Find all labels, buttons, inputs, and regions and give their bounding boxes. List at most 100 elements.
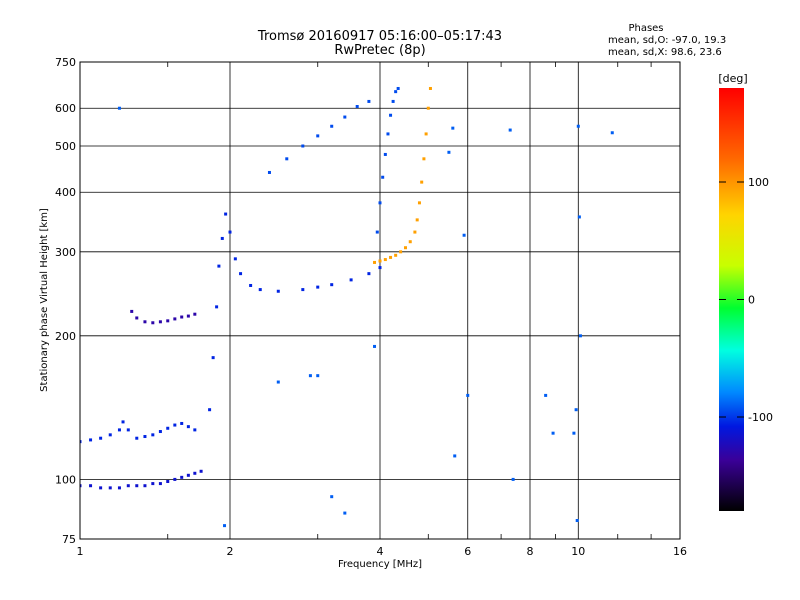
data-point (117, 486, 121, 490)
data-point (408, 240, 412, 244)
data-point (211, 356, 215, 360)
data-point (330, 495, 334, 499)
data-point (99, 436, 103, 440)
x-axis-label: Frequency [MHz] (338, 559, 422, 570)
data-point (108, 433, 112, 437)
plot-grid (80, 62, 680, 539)
data-point (158, 482, 162, 486)
data-point (258, 288, 262, 292)
y-tick-label: 400 (55, 186, 76, 199)
data-point (308, 374, 312, 378)
data-point (381, 175, 385, 179)
data-point (126, 484, 130, 488)
data-point (166, 319, 170, 323)
data-point (135, 436, 139, 440)
data-point (186, 314, 190, 318)
colorbar-tick-label: 100 (748, 176, 769, 189)
data-point (220, 236, 224, 240)
data-point (158, 430, 162, 434)
data-point (578, 334, 582, 338)
data-point (343, 115, 347, 119)
data-point (193, 428, 197, 432)
data-point (375, 230, 379, 234)
data-point (117, 428, 121, 432)
data-point (343, 511, 347, 515)
data-point (180, 475, 184, 479)
data-point (391, 99, 395, 103)
data-point (239, 272, 243, 276)
data-point (330, 124, 334, 128)
data-point (551, 431, 555, 435)
data-point (267, 170, 271, 174)
data-point (575, 519, 579, 523)
data-point (228, 230, 232, 234)
x-tick-label: 10 (571, 545, 585, 558)
colorbar-tick-label: -100 (748, 411, 773, 424)
data-point (466, 393, 470, 397)
stats-x-line: mean, sd,X: 98.6, 23.6 (608, 47, 722, 58)
y-tick-label: 600 (55, 102, 76, 115)
data-point (199, 469, 203, 473)
colorbar-ticks: 100 0 -100 (719, 176, 773, 424)
data-point (386, 132, 390, 136)
data-point (574, 408, 578, 412)
data-point (424, 132, 428, 136)
x-tick-label: 6 (464, 545, 471, 558)
data-point (451, 126, 455, 130)
data-point (378, 266, 382, 270)
data-point (151, 482, 155, 486)
data-point (193, 471, 197, 475)
colorbar-label: [deg] (718, 72, 747, 85)
data-point (403, 246, 407, 250)
data-point (316, 285, 320, 289)
data-point (316, 134, 320, 138)
y-tick-label: 200 (55, 330, 76, 343)
data-point (223, 524, 227, 528)
data-point (135, 316, 139, 320)
stats-header: Phases (628, 23, 663, 34)
y-tick-label: 500 (55, 140, 76, 153)
data-point (130, 309, 134, 313)
x-tick-label: 2 (227, 545, 234, 558)
data-points (80, 86, 614, 528)
data-point (426, 106, 430, 110)
data-point (417, 201, 421, 205)
colorbar-tick-label: 0 (748, 294, 755, 307)
data-point (399, 250, 403, 254)
data-point (508, 128, 512, 132)
data-point (224, 212, 228, 216)
data-point (415, 218, 419, 222)
data-point (462, 233, 466, 237)
data-point (143, 320, 147, 324)
data-point (572, 431, 576, 435)
data-point (276, 289, 280, 293)
data-point (208, 408, 212, 412)
data-point (126, 428, 130, 432)
x-tick-label: 4 (377, 545, 384, 558)
data-point (394, 253, 398, 257)
data-point (301, 144, 305, 148)
data-point (378, 201, 382, 205)
x-tick-label: 8 (527, 545, 534, 558)
data-point (422, 157, 426, 161)
data-point (447, 150, 451, 154)
x-tick-label: 1 (77, 545, 84, 558)
data-point (394, 90, 398, 94)
data-point (367, 272, 371, 276)
data-point (89, 484, 93, 488)
data-point (383, 152, 387, 156)
chart-subtitle: RwPretec (8p) (334, 43, 425, 58)
data-point (151, 321, 155, 325)
data-point (330, 283, 334, 287)
y-axis-label: Stationary phase Virtual Height [km] (39, 208, 50, 392)
data-point (453, 454, 457, 458)
data-point (180, 421, 184, 425)
data-point (117, 106, 121, 110)
data-point (193, 312, 197, 316)
data-point (173, 477, 177, 481)
data-point (135, 484, 139, 488)
data-point (249, 283, 253, 287)
y-tick-label: 75 (62, 533, 76, 546)
data-point (389, 113, 393, 117)
